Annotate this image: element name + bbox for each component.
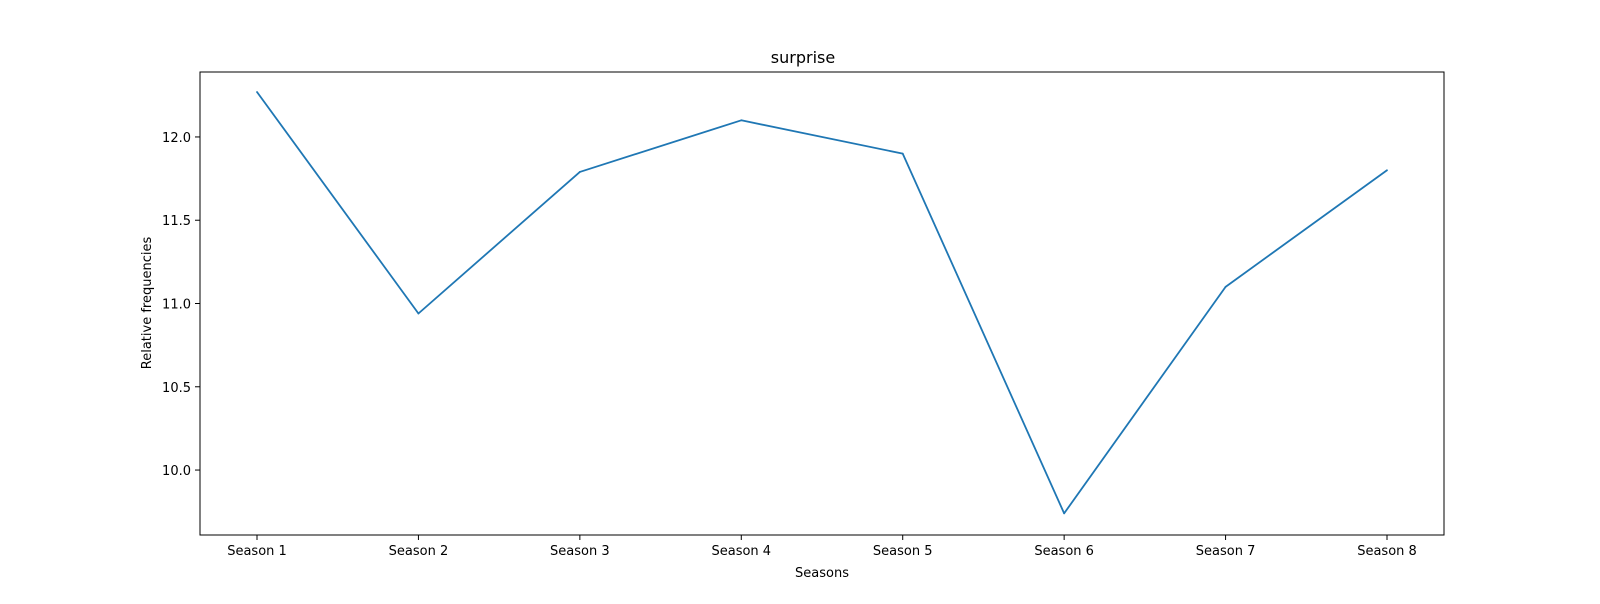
data-point — [740, 119, 743, 122]
y-axis: 10.0 10.5 11.0 11.5 12.0 — [162, 131, 200, 479]
y-tick-label: 10.5 — [162, 381, 191, 396]
series-layer — [256, 91, 1388, 515]
x-axis: Season 1 Season 2 Season 3 Season 4 Season 5… — [227, 535, 1417, 559]
data-point — [1224, 285, 1227, 288]
series-line — [256, 91, 1388, 515]
x-axis-label: Seasons — [795, 566, 849, 581]
y-axis-label: Relative frequencies — [140, 237, 155, 370]
x-tick-label: Season 4 — [711, 544, 771, 559]
y-tick-label: 10.0 — [162, 464, 191, 479]
x-tick-label: Season 6 — [1034, 544, 1094, 559]
x-tick-label: Season 5 — [873, 544, 933, 559]
x-tick-label: Season 7 — [1196, 544, 1256, 559]
y-tick-label: 11.5 — [162, 214, 191, 229]
chart-title: surprise — [771, 48, 835, 67]
data-point — [901, 152, 904, 155]
y-tick-label: 11.0 — [162, 298, 191, 313]
x-tick-label: Season 1 — [227, 544, 287, 559]
data-point — [578, 171, 581, 173]
data-point — [417, 312, 420, 315]
data-point — [1063, 512, 1066, 515]
plot-area-frame — [199, 71, 1445, 536]
data-point — [256, 91, 258, 93]
data-point — [1386, 169, 1388, 172]
x-tick-label: Season 3 — [550, 544, 610, 559]
y-tick-label: 12.0 — [162, 131, 191, 146]
x-tick-label: Season 8 — [1357, 544, 1417, 559]
x-tick-label: Season 2 — [389, 544, 449, 559]
